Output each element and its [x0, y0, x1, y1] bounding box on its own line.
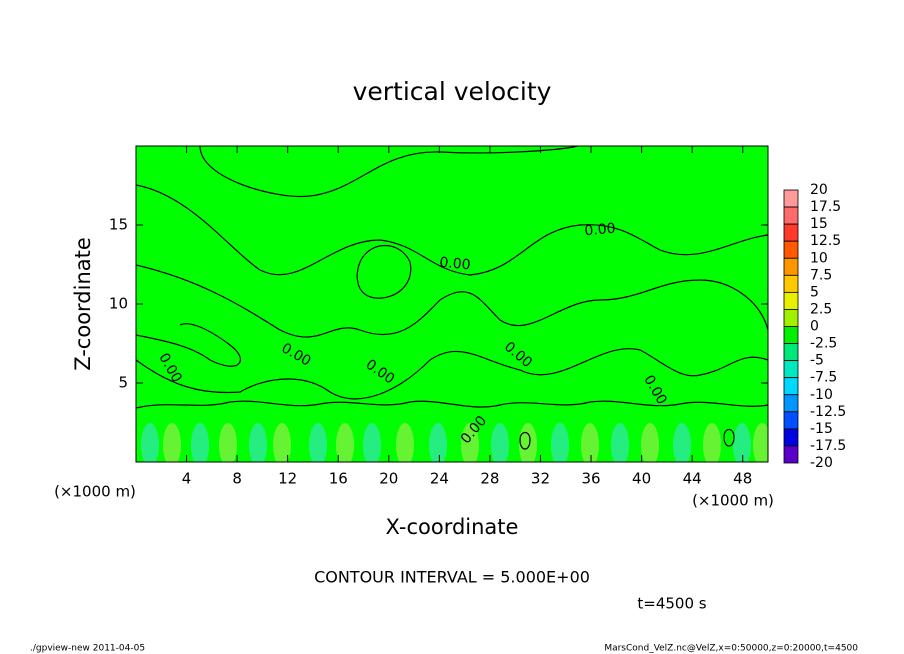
- field-patch: [249, 423, 267, 462]
- colorbar-box: [783, 257, 799, 276]
- colorbar-label: 10: [810, 250, 828, 266]
- x-tick-label: 40: [632, 470, 651, 488]
- field-patch: [641, 423, 659, 462]
- field-patch: [673, 423, 691, 462]
- x-tick-label: 36: [581, 470, 600, 488]
- colorbar-box: [783, 360, 799, 379]
- field-patch: [753, 423, 768, 462]
- colorbar-label: -7.5: [810, 370, 837, 386]
- contour-label: 0.00: [584, 221, 616, 240]
- colorbar-box: [783, 206, 799, 225]
- time-label: t=4500 s: [637, 595, 706, 613]
- y-tick-label: 5: [118, 374, 128, 392]
- colorbar-label: 0: [810, 319, 819, 335]
- field-patch: [141, 423, 159, 462]
- x-unit-label: (×1000 m): [692, 492, 774, 510]
- colorbar-box: [783, 394, 799, 413]
- colorbar-label: 20: [810, 182, 828, 198]
- field-patch: [461, 423, 479, 462]
- x-tick-label: 32: [531, 470, 550, 488]
- contour-line: [519, 431, 531, 450]
- colorbar-label: -2.5: [810, 336, 837, 352]
- field-patch: [519, 423, 537, 462]
- colorbar-box: [783, 240, 799, 259]
- colorbar-label: 12.5: [810, 233, 841, 249]
- x-tick-label: 48: [733, 470, 752, 488]
- annotation: CONTOUR INTERVAL = 5.000E+00: [314, 568, 590, 587]
- colorbar-box: [783, 411, 799, 430]
- field-patch: [611, 423, 629, 462]
- x-tick-label: 12: [278, 470, 297, 488]
- contour-field: 0.000.000.000.000.000.000.000.00: [136, 146, 768, 462]
- x-tick-label: 4: [182, 470, 192, 488]
- x-tick-label: 20: [379, 470, 398, 488]
- colorbar-label: -10: [810, 387, 833, 403]
- x-tick-label: 24: [430, 470, 449, 488]
- colorbar-label: 2.5: [810, 301, 832, 317]
- contour-label: 0.00: [439, 255, 471, 274]
- contour-line: [136, 184, 768, 276]
- colorbar-box: [783, 377, 799, 396]
- colorbar-box: [783, 291, 799, 310]
- field-patch: [429, 423, 447, 462]
- colorbar-box: [783, 309, 799, 327]
- field-patch: [363, 423, 381, 462]
- colorbar-label: 7.5: [810, 267, 832, 283]
- colorbar-box: [783, 326, 799, 344]
- colorbar-box: [783, 428, 799, 447]
- field-patch: [309, 423, 327, 462]
- field-patch: [396, 423, 414, 462]
- x-tick-label: 44: [683, 470, 702, 488]
- contour-line: [136, 323, 241, 367]
- colorbar-label: -5: [810, 353, 824, 369]
- contour-line: [136, 264, 768, 338]
- field-patch: [191, 423, 209, 462]
- field-fill: [136, 146, 768, 462]
- field-patch: [163, 423, 181, 462]
- colorbar-label: 5: [810, 284, 819, 300]
- colorbar-label: -15: [810, 421, 833, 437]
- contour-line: [199, 146, 579, 198]
- contour-line: [723, 428, 735, 447]
- x-axis-label: X-coordinate: [386, 515, 519, 539]
- field-patch: [273, 423, 291, 462]
- x-tick-label: 28: [480, 470, 499, 488]
- colorbar-box: [783, 343, 799, 362]
- colorbar-box: [783, 189, 799, 208]
- field-patch: [219, 423, 237, 462]
- colorbar-box: [783, 274, 799, 293]
- colorbar-label: 17.5: [810, 199, 841, 215]
- y-axis-label: Z-coordinate: [71, 237, 95, 371]
- contour-line: [136, 348, 768, 400]
- contour-line: [136, 400, 768, 409]
- colorbar-label: 15: [810, 216, 828, 232]
- field-patch: [703, 423, 721, 462]
- colorbar-label: -12.5: [810, 404, 846, 420]
- field-patch: [581, 423, 599, 462]
- footer-right: MarsCond_VelZ.nc@VelZ,x=0:50000,z=0:2000…: [604, 644, 858, 654]
- x-unit-label: (×1000 m): [54, 483, 136, 501]
- y-tick-label: 10: [109, 295, 128, 313]
- colorbar-box: [783, 223, 799, 242]
- colorbar-label: -20: [810, 455, 833, 471]
- x-tick-label: 16: [329, 470, 348, 488]
- y-tick-label: 15: [109, 216, 128, 234]
- field-patch: [551, 423, 569, 462]
- x-tick-label: 8: [232, 470, 242, 488]
- footer-left: ./gpview-new 2011-04-05: [30, 644, 145, 654]
- field-patch: [733, 423, 751, 462]
- chart-title: vertical velocity: [353, 77, 552, 106]
- colorbar-label: -17.5: [810, 438, 846, 454]
- field-patch: [491, 423, 509, 462]
- colorbar-box: [783, 445, 799, 464]
- contour-line: [356, 245, 412, 299]
- field-patch: [336, 423, 354, 462]
